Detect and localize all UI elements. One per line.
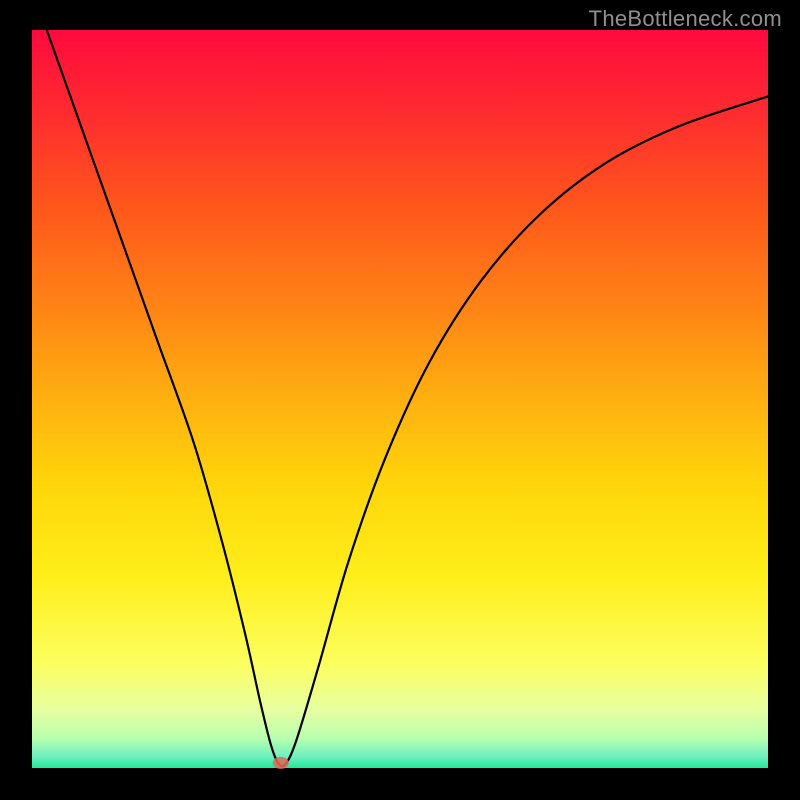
bottleneck-chart (0, 0, 800, 800)
bottleneck-point-marker (273, 757, 289, 769)
chart-container: TheBottleneck.com (0, 0, 800, 800)
plot-background (32, 30, 768, 768)
watermark-text: TheBottleneck.com (589, 6, 782, 32)
